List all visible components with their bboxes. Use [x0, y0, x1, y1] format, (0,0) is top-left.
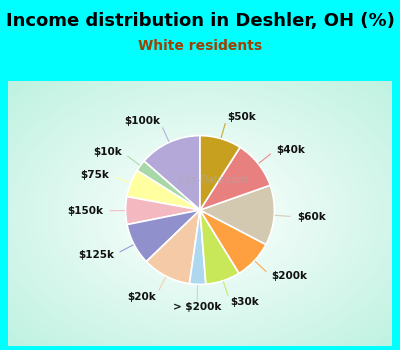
Text: City-Data.com: City-Data.com: [179, 175, 249, 185]
Text: $50k: $50k: [227, 112, 256, 122]
Wedge shape: [127, 170, 200, 210]
Text: $75k: $75k: [80, 170, 110, 180]
Text: $200k: $200k: [271, 271, 307, 281]
Wedge shape: [146, 210, 200, 284]
Text: Income distribution in Deshler, OH (%): Income distribution in Deshler, OH (%): [6, 12, 394, 30]
Wedge shape: [190, 210, 206, 285]
Wedge shape: [126, 197, 200, 225]
Text: $20k: $20k: [127, 292, 156, 301]
Wedge shape: [137, 161, 200, 210]
Text: White residents: White residents: [138, 39, 262, 53]
Text: $10k: $10k: [93, 147, 122, 157]
Wedge shape: [127, 210, 200, 261]
Text: $150k: $150k: [67, 206, 103, 216]
Text: $60k: $60k: [297, 212, 326, 222]
Text: $125k: $125k: [78, 250, 114, 260]
Wedge shape: [144, 135, 200, 210]
Wedge shape: [200, 210, 239, 284]
Wedge shape: [200, 185, 274, 244]
Text: $100k: $100k: [124, 117, 160, 126]
Wedge shape: [200, 135, 240, 210]
Text: $30k: $30k: [230, 298, 259, 307]
Text: $40k: $40k: [276, 145, 305, 155]
Wedge shape: [200, 147, 270, 210]
Wedge shape: [200, 210, 266, 273]
Text: > $200k: > $200k: [173, 302, 221, 312]
